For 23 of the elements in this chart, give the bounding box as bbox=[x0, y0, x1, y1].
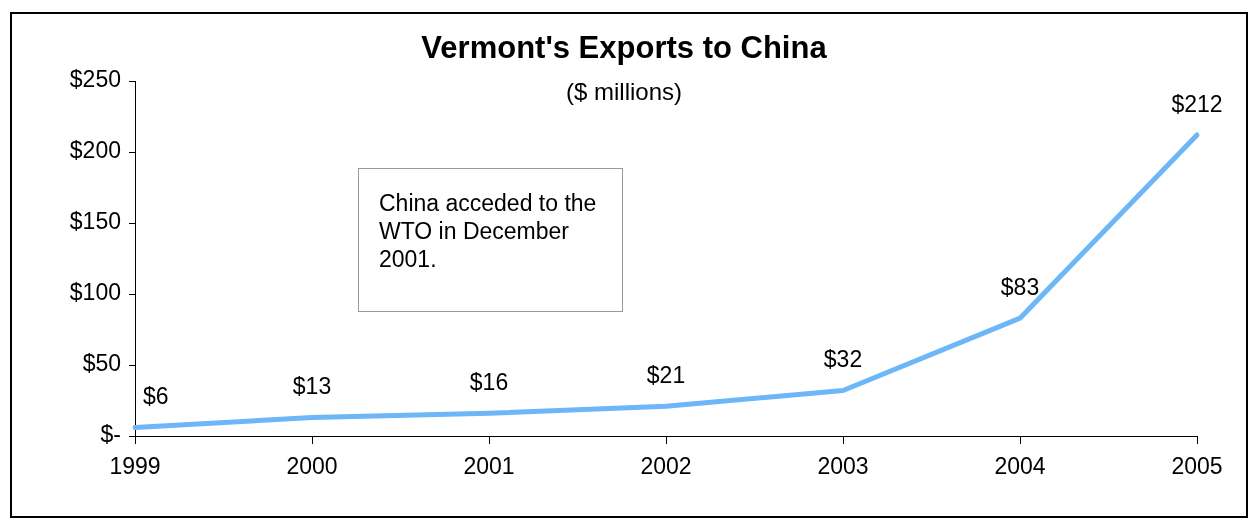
data-label: $13 bbox=[292, 373, 332, 400]
y-tick-label: $200 bbox=[69, 137, 121, 164]
data-label: $21 bbox=[646, 362, 686, 389]
x-tick-label: 2003 bbox=[817, 453, 869, 480]
y-tick-label: $- bbox=[100, 421, 121, 448]
data-label: $212 bbox=[1171, 90, 1223, 117]
y-tick-label: $150 bbox=[69, 208, 121, 235]
data-label: $16 bbox=[469, 369, 509, 396]
x-tick-label: 1999 bbox=[109, 453, 161, 480]
x-tick-label: 2002 bbox=[640, 453, 692, 480]
note-box: China acceded to the WTO in December 2001. bbox=[358, 168, 623, 312]
y-tick-label: $250 bbox=[69, 66, 121, 93]
data-label: $32 bbox=[823, 346, 863, 373]
y-tick-label: $50 bbox=[82, 350, 121, 377]
x-tick-label: 2001 bbox=[463, 453, 515, 480]
data-label: $83 bbox=[1000, 273, 1040, 300]
x-tick-label: 2000 bbox=[286, 453, 338, 480]
data-label: $6 bbox=[142, 383, 169, 410]
x-tick-label: 2005 bbox=[1171, 453, 1223, 480]
chart-title: Vermont's Exports to China bbox=[420, 30, 828, 66]
chart-subtitle: ($ millions) bbox=[565, 78, 682, 105]
x-tick-label: 2004 bbox=[994, 453, 1046, 480]
y-tick-label: $100 bbox=[69, 279, 121, 306]
